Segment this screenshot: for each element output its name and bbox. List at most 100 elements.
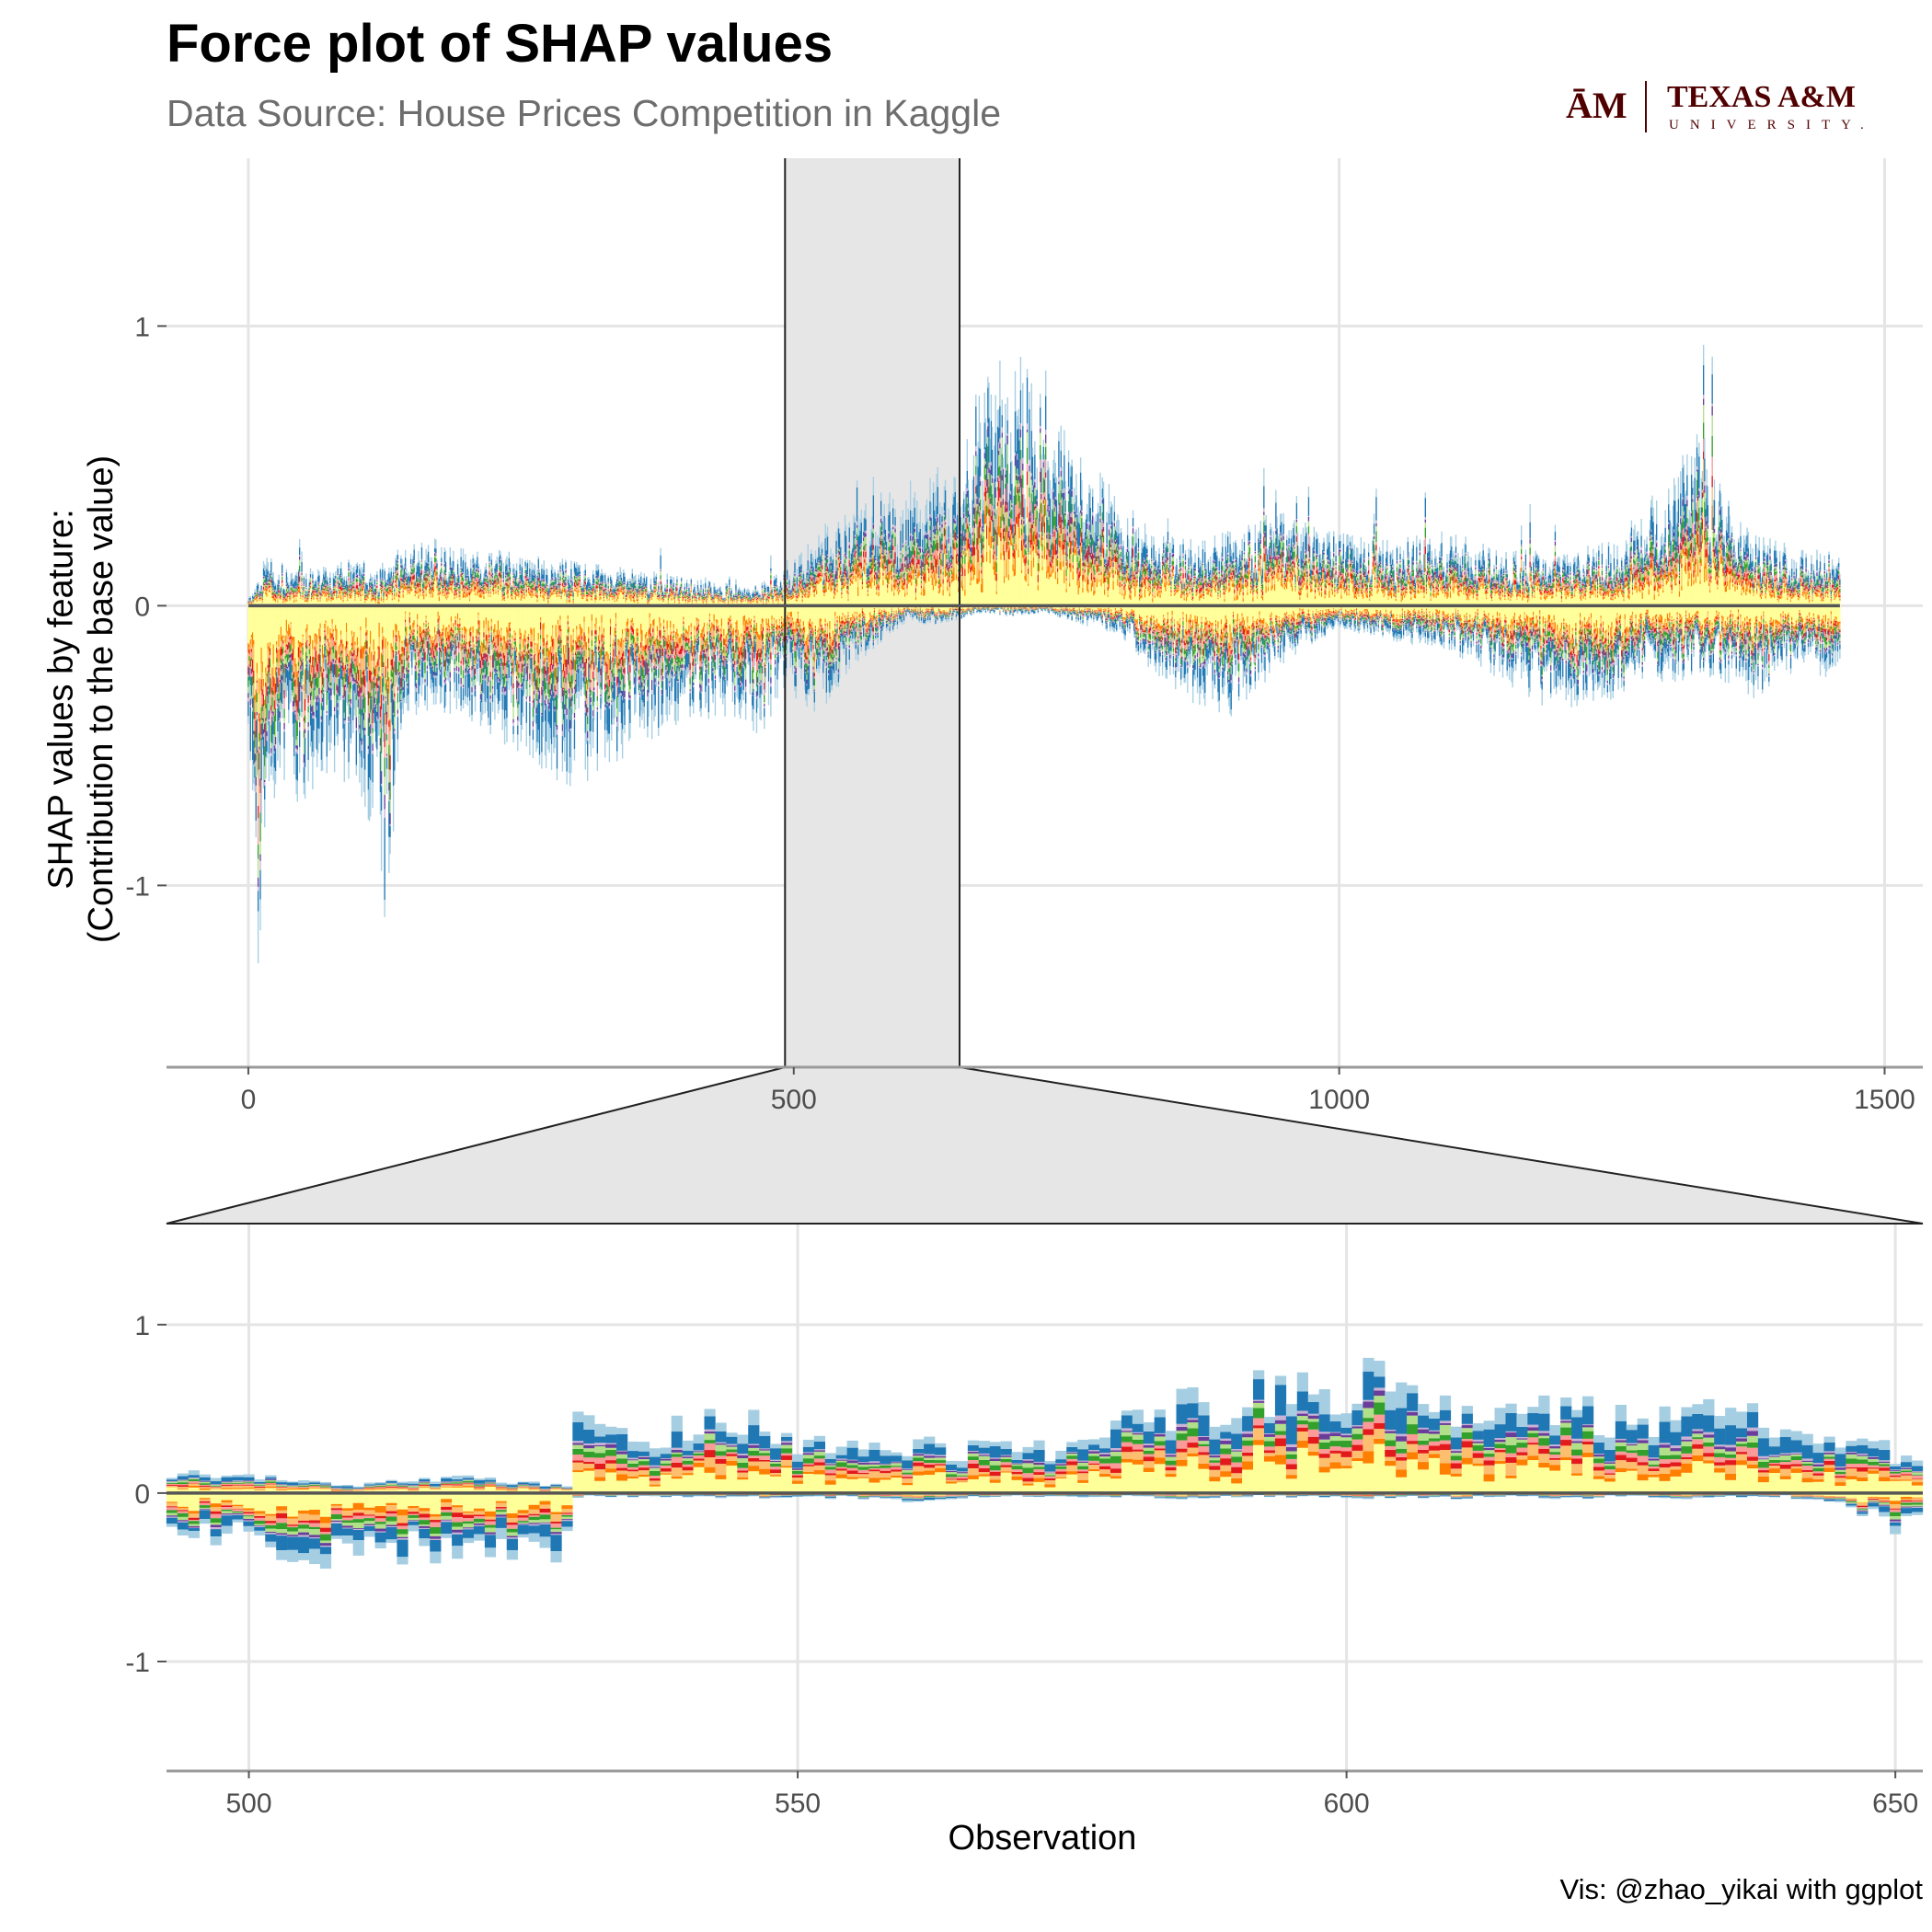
shap-segment [414, 581, 417, 582]
shap-segment [355, 588, 357, 592]
shap-segment [431, 605, 433, 637]
shap-segment [257, 877, 259, 887]
shap-segment [342, 578, 344, 583]
shap-segment [380, 587, 383, 589]
shap-segment [476, 564, 477, 569]
shap-segment [466, 649, 468, 651]
shap-segment [465, 596, 466, 598]
shap-segment [264, 723, 266, 733]
shap-segment [261, 592, 264, 597]
shap-segment [356, 681, 359, 684]
shap-segment [340, 655, 342, 661]
shap-segment [257, 590, 259, 592]
shap-segment [409, 586, 412, 592]
shap-segment [378, 589, 380, 592]
shap-segment [349, 700, 351, 705]
shap-segment [329, 594, 331, 606]
shap-segment [439, 584, 442, 588]
shap-segment [449, 569, 451, 575]
shap-segment [365, 654, 367, 657]
shap-segment [449, 579, 451, 581]
observation-bar [328, 585, 330, 743]
shap-segment [356, 684, 359, 696]
shap-segment [388, 727, 390, 745]
shap-segment [286, 588, 289, 592]
shap-segment [317, 594, 319, 597]
shap-segment [456, 624, 459, 627]
shap-segment [345, 673, 348, 683]
shap-segment [411, 581, 413, 585]
shap-segment [279, 589, 281, 592]
observation-bar [448, 571, 450, 683]
shap-segment [262, 736, 265, 755]
shap-segment [302, 675, 304, 683]
shap-segment [250, 635, 253, 638]
shap-segment [356, 577, 359, 580]
shap-segment [297, 671, 300, 673]
shap-segment [342, 599, 344, 603]
shap-segment [266, 593, 268, 597]
shap-segment [313, 688, 315, 700]
shap-segment [392, 575, 395, 577]
shap-segment [420, 658, 423, 660]
observation-bar [397, 577, 400, 691]
shap-segment [420, 566, 421, 573]
shap-segment [306, 595, 308, 597]
shap-segment [419, 566, 420, 578]
shap-segment [380, 666, 383, 695]
shap-segment [353, 655, 355, 664]
shap-segment [347, 644, 349, 655]
shap-segment [262, 568, 265, 576]
shap-segment [424, 573, 426, 577]
shap-segment [395, 651, 397, 653]
shap-segment [265, 566, 267, 576]
shap-segment [342, 597, 344, 599]
shap-segment [349, 588, 351, 590]
shap-segment [419, 626, 420, 638]
shap-segment [387, 585, 389, 588]
shap-segment [387, 641, 389, 646]
shap-segment [301, 605, 303, 643]
shap-segment [303, 590, 305, 592]
shap-segment [374, 585, 377, 589]
shap-segment [420, 642, 423, 646]
shap-segment [425, 583, 427, 587]
shap-segment [424, 637, 426, 652]
shap-segment [285, 677, 288, 698]
shap-segment [430, 605, 431, 636]
shap-segment [294, 722, 296, 749]
shap-segment [450, 635, 453, 641]
shap-segment [451, 568, 454, 574]
shap-segment [443, 547, 446, 552]
shap-segment [470, 585, 472, 591]
shap-segment [319, 597, 321, 599]
shap-segment [380, 783, 383, 787]
shap-segment [306, 600, 308, 602]
shap-segment [474, 685, 477, 690]
shap-segment [397, 673, 399, 687]
shap-segment [302, 590, 304, 592]
shap-segment [378, 680, 380, 686]
shap-segment [397, 580, 399, 606]
shap-segment [453, 643, 454, 645]
observation-bar [300, 591, 302, 701]
shap-segment [300, 594, 302, 596]
shap-segment [267, 575, 269, 578]
shap-segment [456, 559, 459, 564]
shap-segment [259, 841, 261, 855]
shap-segment [427, 565, 430, 567]
shap-segment [364, 582, 366, 589]
shap-segment [450, 582, 453, 585]
shap-segment [395, 578, 397, 581]
shap-segment [309, 577, 312, 579]
shap-segment [294, 658, 296, 667]
observation-bar [362, 560, 365, 793]
shap-segment [401, 647, 403, 652]
shap-segment [407, 594, 408, 606]
shap-segment [331, 600, 333, 606]
shap-segment [305, 596, 307, 601]
shap-segment [278, 703, 280, 706]
shap-segment [443, 646, 446, 653]
shap-segment [262, 694, 265, 707]
shap-segment [461, 644, 464, 646]
